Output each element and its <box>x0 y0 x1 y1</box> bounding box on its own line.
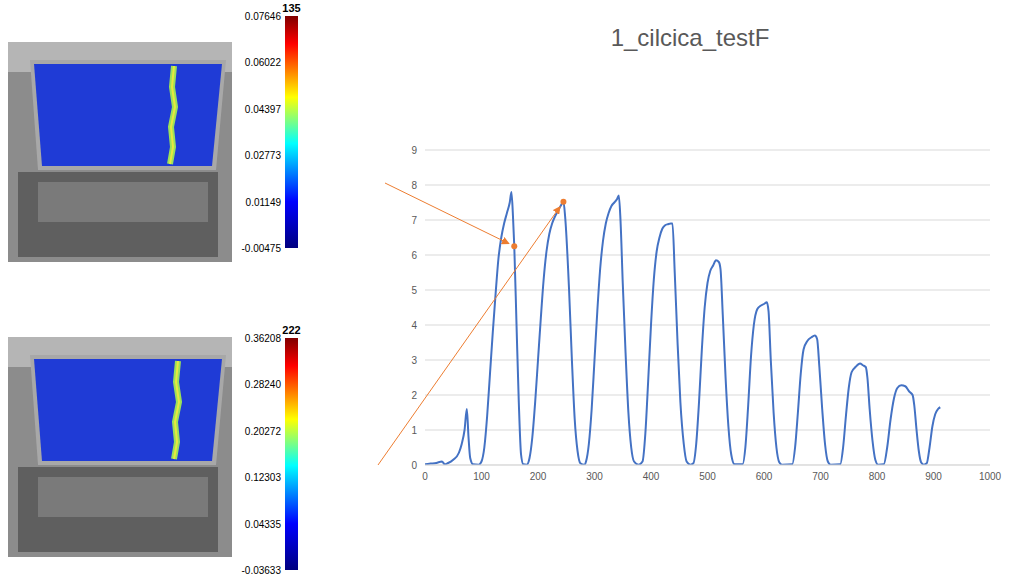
svg-text:9: 9 <box>411 145 417 156</box>
svg-text:7: 7 <box>411 215 417 226</box>
svg-text:500: 500 <box>699 471 716 482</box>
svg-text:300: 300 <box>586 471 603 482</box>
svg-text:0.04397: 0.04397 <box>245 104 282 115</box>
svg-text:5: 5 <box>411 285 417 296</box>
svg-text:0.36208: 0.36208 <box>245 333 282 344</box>
svg-text:0.28240: 0.28240 <box>245 379 282 390</box>
html-text:1_cilcica_testF: 1_cilcica_testF <box>610 24 770 51</box>
svg-text:0.20272: 0.20272 <box>245 426 282 437</box>
svg-text:0.12303: 0.12303 <box>245 472 282 483</box>
svg-text:1: 1 <box>411 425 417 436</box>
svg-text:0: 0 <box>422 471 428 482</box>
svg-text:6: 6 <box>411 250 417 261</box>
svg-text:400: 400 <box>643 471 660 482</box>
svg-text:2: 2 <box>411 390 417 401</box>
svg-text:222: 222 <box>282 324 300 336</box>
svg-text:4: 4 <box>411 320 417 331</box>
svg-text:700: 700 <box>812 471 829 482</box>
svg-text:0.06022: 0.06022 <box>245 57 282 68</box>
svg-text:8: 8 <box>411 180 417 191</box>
svg-text:0.01149: 0.01149 <box>246 197 282 208</box>
svg-text:135: 135 <box>282 2 300 14</box>
svg-text:0.07646: 0.07646 <box>245 11 282 22</box>
svg-text:900: 900 <box>925 471 942 482</box>
svg-text:100: 100 <box>473 471 490 482</box>
svg-text:-0.03633: -0.03633 <box>242 565 282 576</box>
svg-text:0: 0 <box>411 460 417 471</box>
svg-text:200: 200 <box>530 471 547 482</box>
svg-text:0.02773: 0.02773 <box>245 150 282 161</box>
svg-text:-0.00475: -0.00475 <box>242 243 282 254</box>
svg-text:3: 3 <box>411 355 417 366</box>
svg-text:1000: 1000 <box>979 471 1002 482</box>
svg-text:600: 600 <box>756 471 773 482</box>
svg-text:800: 800 <box>869 471 886 482</box>
svg-text:0.04335: 0.04335 <box>245 519 282 530</box>
